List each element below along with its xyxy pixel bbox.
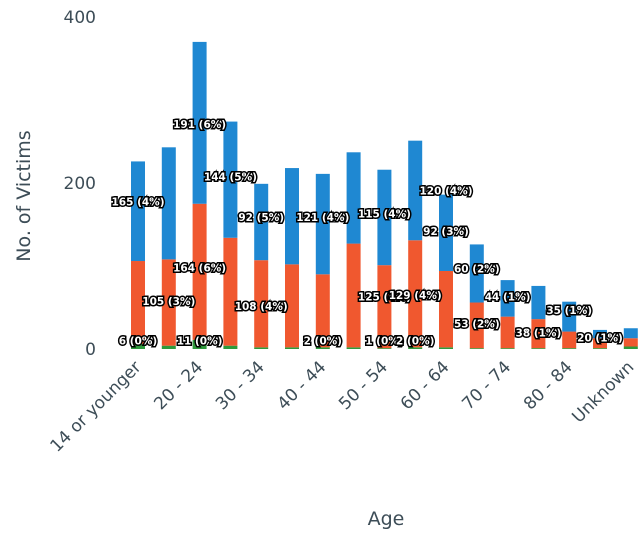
data-label: 108 (4%) bbox=[235, 301, 288, 313]
bar-55-59-segment-0 bbox=[408, 347, 423, 349]
bar-55-59-segment-2 bbox=[408, 140, 423, 241]
data-label: 60 (2%) bbox=[454, 263, 500, 275]
bar-80-84-segment-0 bbox=[562, 348, 577, 349]
bar-unknown-segment-0 bbox=[623, 346, 638, 349]
bar-45-49-segment-0 bbox=[346, 347, 361, 349]
x-tick-label: 14 or younger bbox=[46, 357, 145, 456]
data-label: 120 (4%) bbox=[420, 185, 473, 197]
bar-60-64-segment-2 bbox=[439, 194, 453, 271]
x-tick-label: 20 - 24 bbox=[150, 357, 207, 414]
data-label: 35 (1%) bbox=[546, 305, 592, 317]
data-label: 6 (0%) bbox=[119, 336, 157, 348]
bar-20-24-segment-0 bbox=[192, 339, 207, 349]
data-labels-layer: 6 (0%) 165 (4%) 105 (3%) 11 (0%) 164 (6%) 191… bbox=[110, 118, 624, 350]
y-tick-label: 400 bbox=[64, 8, 96, 28]
data-label: 1 (0%) bbox=[365, 336, 403, 348]
bar-45-49-segment-1 bbox=[346, 243, 361, 348]
data-label: 191 (6%) bbox=[173, 119, 226, 131]
bar-14-or-younger-segment-1 bbox=[131, 261, 145, 345]
data-label: 20 (1%) bbox=[577, 332, 623, 344]
bar-65-69-segment-1 bbox=[469, 302, 484, 349]
x-axis: 14 or younger 20 - 24 30 - 34 40 - 44 50 - 5… bbox=[46, 357, 638, 456]
data-label: 92 (5%) bbox=[238, 212, 284, 224]
data-label: 125 (4%) bbox=[358, 292, 411, 304]
y-tick-label: 0 bbox=[85, 340, 96, 360]
bar-35-39-segment-2 bbox=[285, 168, 299, 265]
data-label: 2 (0%) bbox=[304, 336, 342, 348]
data-label: 144 (5%) bbox=[204, 171, 257, 183]
bar-14-or-younger-segment-0 bbox=[131, 344, 145, 349]
bar-40-44-segment-1 bbox=[315, 274, 330, 348]
data-label: 129 (4%) bbox=[389, 290, 442, 302]
bar-60-64-segment-0 bbox=[439, 347, 453, 349]
x-tick-label: 70 - 74 bbox=[458, 357, 515, 414]
bar-40-44-segment-2 bbox=[315, 173, 330, 275]
bar-50-54-segment-0 bbox=[377, 348, 392, 349]
x-axis-title: Age bbox=[368, 508, 405, 530]
bar-60-64-segment-1 bbox=[439, 270, 453, 348]
bar-15-19-segment-2 bbox=[161, 147, 176, 260]
bar-unknown-segment-1 bbox=[623, 338, 638, 347]
x-tick-label: Unknown bbox=[568, 357, 638, 427]
data-label: 121 (4%) bbox=[296, 212, 349, 224]
bar-25-29-segment-2 bbox=[223, 121, 238, 238]
bar-40-44-segment-0 bbox=[315, 347, 330, 349]
data-label: 165 (4%) bbox=[112, 196, 165, 208]
bar-25-29-segment-1 bbox=[223, 237, 238, 346]
data-label: 2 (0%) bbox=[396, 336, 434, 348]
bar-55-59-segment-1 bbox=[408, 240, 423, 348]
bar-75-79-segment-2 bbox=[531, 285, 546, 320]
bar-35-39-segment-0 bbox=[285, 347, 299, 349]
data-label: 38 (1%) bbox=[516, 327, 562, 339]
y-tick-label: 200 bbox=[64, 174, 96, 194]
x-tick-label: 40 - 44 bbox=[274, 357, 331, 414]
data-label: 105 (3%) bbox=[142, 296, 195, 308]
bar-50-54-segment-2 bbox=[377, 169, 392, 266]
bar-75-79-segment-1 bbox=[531, 319, 546, 349]
bar-80-84-segment-1 bbox=[562, 331, 577, 349]
data-label: 11 (0%) bbox=[177, 336, 223, 348]
x-tick-label: 60 - 64 bbox=[397, 357, 454, 414]
bar-15-19-segment-1 bbox=[161, 259, 176, 346]
bar-85-or-older-segment-0 bbox=[593, 348, 607, 349]
bar-15-19-segment-0 bbox=[161, 345, 176, 349]
x-tick-label: 30 - 34 bbox=[212, 357, 269, 414]
bar-30-34-segment-2 bbox=[254, 183, 269, 261]
y-axis: 0 200 400 bbox=[64, 8, 96, 360]
bar-50-54-segment-1 bbox=[377, 265, 392, 349]
bar-20-24-segment-1 bbox=[192, 203, 207, 340]
data-label: 44 (1%) bbox=[485, 292, 531, 304]
data-label: 53 (2%) bbox=[454, 318, 500, 330]
data-label: 92 (3%) bbox=[423, 226, 469, 238]
bar-35-39-segment-1 bbox=[285, 264, 299, 348]
bar-30-34-segment-1 bbox=[254, 260, 269, 348]
y-axis-title: No. of Victims bbox=[13, 130, 35, 261]
bar-70-74-segment-1 bbox=[500, 316, 515, 349]
bar-85-or-older-segment-2 bbox=[593, 329, 607, 339]
bar-65-69-segment-0 bbox=[469, 348, 484, 349]
bars-layer bbox=[131, 41, 638, 349]
bar-30-34-segment-0 bbox=[254, 347, 269, 349]
bar-75-79-segment-0 bbox=[531, 348, 546, 349]
bar-85-or-older-segment-1 bbox=[593, 338, 607, 349]
bar-70-74-segment-0 bbox=[500, 348, 515, 349]
bar-70-74-segment-2 bbox=[500, 280, 515, 317]
bar-20-24-segment-2 bbox=[192, 41, 207, 204]
bar-25-29-segment-0 bbox=[223, 345, 238, 349]
x-tick-label: 80 - 84 bbox=[520, 357, 577, 414]
bar-45-49-segment-2 bbox=[346, 152, 361, 244]
bar-80-84-segment-2 bbox=[562, 301, 577, 332]
x-tick-label: 50 - 54 bbox=[335, 357, 392, 414]
bar-65-69-segment-2 bbox=[469, 244, 484, 303]
bar-14-or-younger-segment-2 bbox=[131, 161, 145, 262]
bar-unknown-segment-2 bbox=[623, 328, 638, 339]
data-label: 164 (6%) bbox=[173, 263, 226, 275]
data-label: 115 (4%) bbox=[358, 209, 411, 221]
